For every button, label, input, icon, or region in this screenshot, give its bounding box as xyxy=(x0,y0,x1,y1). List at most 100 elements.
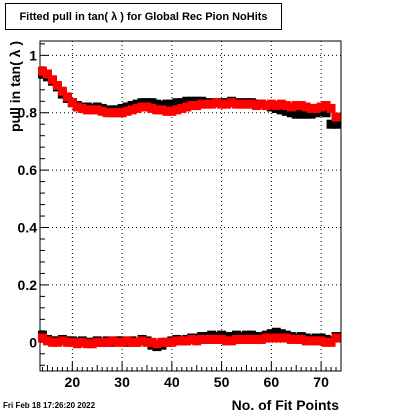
black-series-point xyxy=(147,98,157,108)
x-tick-label: 70 xyxy=(313,374,329,390)
red-series-point xyxy=(251,334,261,344)
red-series-point xyxy=(281,101,291,111)
red-series-point xyxy=(52,80,62,90)
red-series-point xyxy=(217,334,227,344)
red-series-point xyxy=(117,337,127,347)
red-series-point xyxy=(286,334,296,344)
red-series-point xyxy=(142,102,152,112)
red-series-point xyxy=(107,336,117,346)
red-series-point xyxy=(67,337,77,347)
red-series-point xyxy=(311,336,321,346)
red-series-point xyxy=(301,102,311,112)
red-series-point xyxy=(82,105,92,115)
red-series-point xyxy=(222,336,232,346)
red-series-point xyxy=(137,336,147,346)
red-series-point xyxy=(97,106,107,116)
red-series-point xyxy=(331,112,341,122)
red-series-point xyxy=(87,105,97,115)
tick-labels: 20 30 40 50 60 70 0 0.2 0.4 0.6 0.8 1 xyxy=(18,47,330,390)
red-series-point xyxy=(87,339,97,349)
red-series-point xyxy=(261,333,271,343)
red-series-point xyxy=(241,99,251,109)
red-series-point xyxy=(102,337,112,347)
red-series-point xyxy=(202,334,212,344)
red-series-point xyxy=(37,333,47,343)
red-series-point xyxy=(72,102,82,112)
black-series-point xyxy=(167,99,177,109)
data-marks xyxy=(37,66,341,352)
black-series-point xyxy=(291,109,301,119)
red-series-point xyxy=(187,101,197,111)
red-series-point xyxy=(246,334,256,344)
red-series-point xyxy=(227,98,237,108)
red-series-point xyxy=(187,334,197,344)
y-tick-label: 0.4 xyxy=(18,220,38,236)
red-series-point xyxy=(227,336,237,346)
red-series-point xyxy=(152,339,162,349)
red-series-point xyxy=(47,337,57,347)
axis-ticks xyxy=(40,43,342,371)
red-series-point xyxy=(67,98,77,108)
red-series-point xyxy=(316,102,326,112)
red-series-point xyxy=(246,99,256,109)
black-series-point xyxy=(286,108,296,118)
red-series-point xyxy=(271,101,281,111)
red-series-point xyxy=(306,103,316,113)
red-series-point xyxy=(127,105,137,115)
red-series-point xyxy=(212,334,222,344)
red-series-point xyxy=(172,336,182,346)
red-series-point xyxy=(326,337,336,347)
red-series-point xyxy=(236,334,246,344)
red-series-point xyxy=(42,69,52,79)
chart-title: Fitted pull in tan( λ ) for Global Rec P… xyxy=(19,11,268,23)
red-series-point xyxy=(52,337,62,347)
red-series-point xyxy=(157,337,167,347)
black-series-point xyxy=(162,99,172,109)
red-series-point xyxy=(276,99,286,109)
red-series-point xyxy=(281,333,291,343)
red-series-point xyxy=(202,99,212,109)
black-series-point xyxy=(326,119,336,129)
red-series-point xyxy=(331,333,341,343)
red-series-point xyxy=(266,99,276,109)
red-series-point xyxy=(266,333,276,343)
red-series-point xyxy=(157,105,167,115)
red-series-point xyxy=(107,108,117,118)
red-series-point xyxy=(177,103,187,113)
red-series-point xyxy=(306,336,316,346)
red-series-point xyxy=(37,66,47,76)
red-series-point xyxy=(182,102,192,112)
red-series-point xyxy=(97,337,107,347)
black-series-point xyxy=(271,327,281,337)
red-series-point xyxy=(301,336,311,346)
red-series-point xyxy=(232,99,242,109)
red-series-point xyxy=(92,105,102,115)
red-series-point xyxy=(256,99,266,109)
red-series-point xyxy=(167,106,177,116)
red-series-point xyxy=(261,101,271,111)
red-series-point xyxy=(77,103,87,113)
red-series-point xyxy=(296,101,306,111)
red-series-point xyxy=(147,337,157,347)
red-series-point xyxy=(256,334,266,344)
red-series-point xyxy=(137,102,147,112)
red-series-point xyxy=(241,334,251,344)
red-series-point xyxy=(316,336,326,346)
red-series-point xyxy=(152,105,162,115)
red-series-point xyxy=(212,98,222,108)
red-series-point xyxy=(296,334,306,344)
x-tick-label: 60 xyxy=(264,374,280,390)
x-tick-label: 50 xyxy=(214,374,230,390)
red-series-point xyxy=(197,99,207,109)
black-series-point xyxy=(306,109,316,119)
plot-frame xyxy=(39,40,342,372)
red-series-point xyxy=(132,337,142,347)
red-series-point xyxy=(276,333,286,343)
red-series-point xyxy=(102,108,112,118)
red-series-point xyxy=(42,336,52,346)
red-series-point xyxy=(217,99,227,109)
black-series-point xyxy=(152,99,162,109)
red-series-point xyxy=(117,108,127,118)
red-series-point xyxy=(92,337,102,347)
red-series-point xyxy=(132,103,142,113)
